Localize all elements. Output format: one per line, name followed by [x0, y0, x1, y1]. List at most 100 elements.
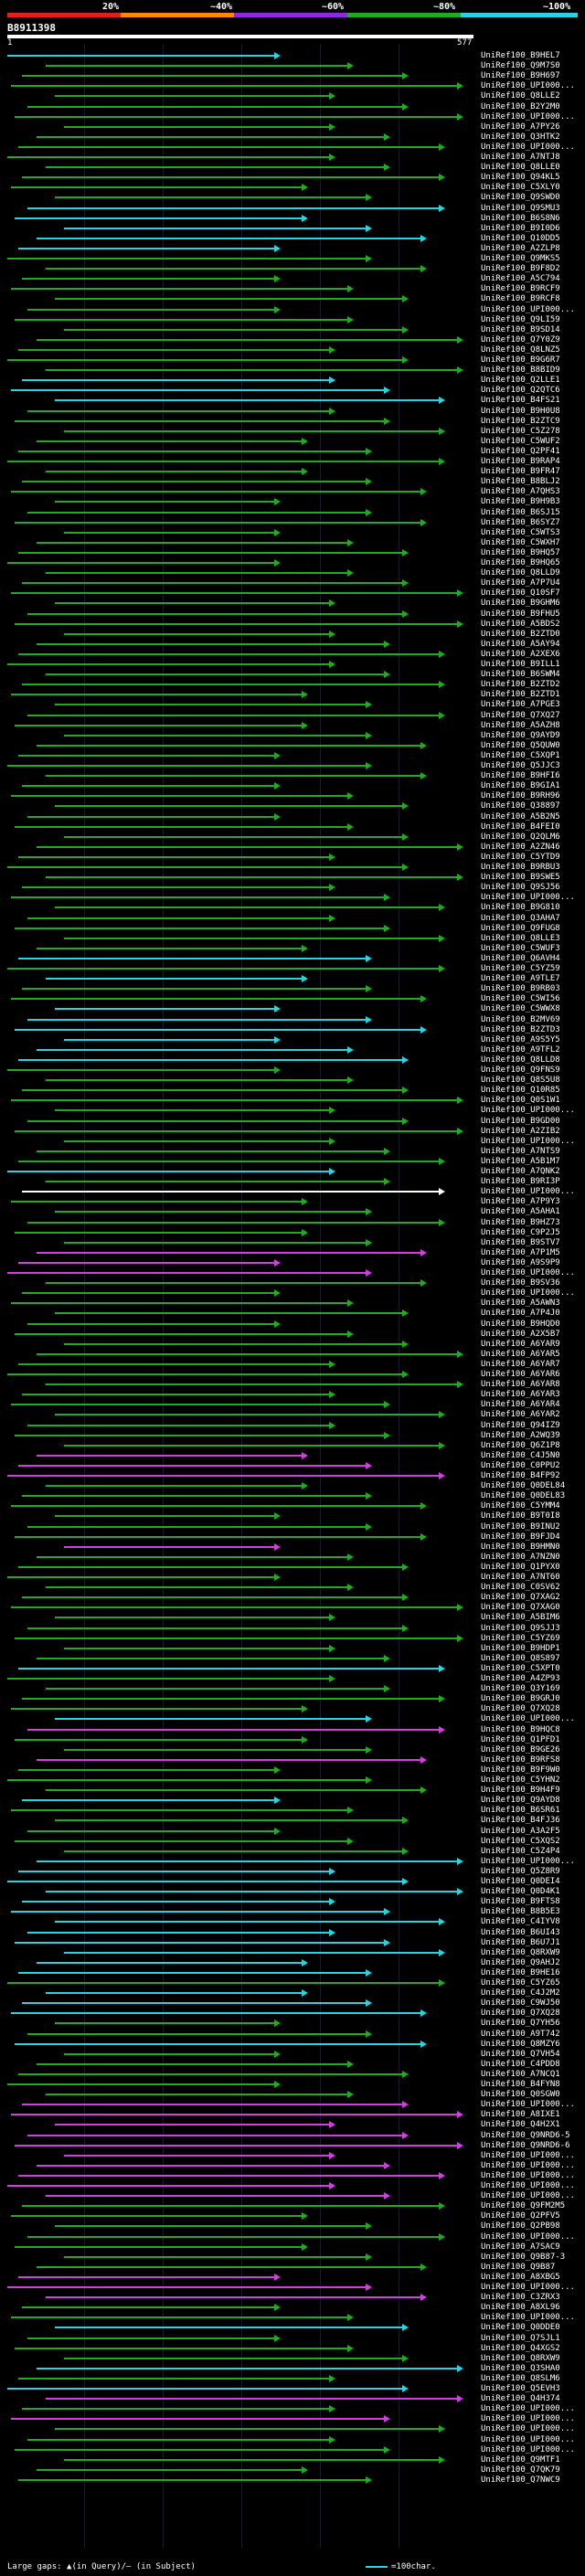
hit-label-link[interactable]: UniRef100_Q3Y169 [481, 1684, 560, 1694]
hit-label-link[interactable]: UniRef100_C4J5N0 [481, 1450, 560, 1460]
hit-label-link[interactable]: UniRef100_B9RI3P [481, 1177, 560, 1187]
hit-row[interactable]: UniRef100_A2X5B7 [0, 1330, 585, 1340]
hit-label-link[interactable]: UniRef100_Q9NRD6-5 [481, 2130, 570, 2140]
hit-label-link[interactable]: UniRef100_UPI000... [481, 893, 575, 903]
hit-label-link[interactable]: UniRef100_C5YZ65 [481, 1978, 560, 1988]
hit-label-link[interactable]: UniRef100_A7NTS9 [481, 1146, 560, 1156]
hit-row[interactable]: UniRef100_A5AHA1 [0, 1207, 585, 1217]
hit-row[interactable]: UniRef100_Q9SMU3 [0, 204, 585, 214]
hit-row[interactable]: UniRef100_A7PGE3 [0, 700, 585, 710]
hit-row[interactable]: UniRef100_Q5JJC3 [0, 761, 585, 771]
hit-row[interactable]: UniRef100_A7NTJ8 [0, 153, 585, 163]
hit-label-link[interactable]: UniRef100_UPI000... [481, 2434, 575, 2444]
hit-row[interactable]: UniRef100_A9S5Y5 [0, 1035, 585, 1045]
hit-label-link[interactable]: UniRef100_Q10DD5 [481, 233, 560, 243]
hit-row[interactable]: UniRef100_C5XPT0 [0, 1664, 585, 1674]
hit-row[interactable]: UniRef100_UPI000... [0, 2100, 585, 2110]
hit-row[interactable]: UniRef100_Q7XAG2 [0, 1593, 585, 1603]
hit-row[interactable]: UniRef100_C3ZRX3 [0, 2293, 585, 2303]
hit-label-link[interactable]: UniRef100_Q9AYD9 [481, 730, 560, 740]
hit-row[interactable]: UniRef100_B9HMN0 [0, 1542, 585, 1553]
hit-row[interactable]: UniRef100_Q8LLE3 [0, 934, 585, 944]
hit-label-link[interactable]: UniRef100_A6YAR9 [481, 1339, 560, 1349]
hit-row[interactable]: UniRef100_A7NCQ1 [0, 2070, 585, 2080]
hit-label-link[interactable]: UniRef100_Q7VH54 [481, 2049, 560, 2059]
hit-label-link[interactable]: UniRef100_B9HQ65 [481, 558, 560, 567]
hit-label-link[interactable]: UniRef100_UPI000... [481, 304, 575, 314]
hit-label-link[interactable]: UniRef100_Q2PB98 [481, 2221, 560, 2231]
hit-label-link[interactable]: UniRef100_UPI000... [481, 2313, 575, 2323]
hit-label-link[interactable]: UniRef100_B9GD00 [481, 1116, 560, 1126]
hit-label-link[interactable]: UniRef100_Q7XAG2 [481, 1593, 560, 1603]
hit-label-link[interactable]: UniRef100_Q7XQ28 [481, 2009, 560, 2019]
hit-row[interactable]: UniRef100_Q8LLE2 [0, 91, 585, 101]
hit-label-link[interactable]: UniRef100_C5YZ69 [481, 1633, 560, 1643]
hit-label-link[interactable]: UniRef100_A8IXE1 [481, 2110, 560, 2120]
hit-label-link[interactable]: UniRef100_A2XEX6 [481, 649, 560, 659]
hit-label-link[interactable]: UniRef100_Q8RXW9 [481, 2353, 560, 2363]
hit-row[interactable]: UniRef100_A7P9Y3 [0, 1197, 585, 1207]
hit-row[interactable]: UniRef100_Q94IZ9 [0, 1421, 585, 1431]
hit-row[interactable]: UniRef100_Q6Z1P8 [0, 1441, 585, 1451]
hit-label-link[interactable]: UniRef100_A2WQ39 [481, 1430, 560, 1440]
hit-row[interactable]: UniRef100_B4FS21 [0, 396, 585, 406]
hit-label-link[interactable]: UniRef100_A8XBG5 [481, 2272, 560, 2282]
hit-row[interactable]: UniRef100_UPI000... [0, 2232, 585, 2242]
hit-label-link[interactable]: UniRef100_UPI000... [481, 1856, 575, 1866]
hit-label-link[interactable]: UniRef100_Q9M7S0 [481, 61, 560, 71]
hit-row[interactable]: UniRef100_Q9M7S0 [0, 61, 585, 71]
hit-row[interactable]: UniRef100_B9STV7 [0, 1238, 585, 1248]
hit-row[interactable]: UniRef100_C5YZ69 [0, 1634, 585, 1644]
hit-row[interactable]: UniRef100_B9SD14 [0, 325, 585, 335]
hit-row[interactable]: UniRef100_Q7QK79 [0, 2465, 585, 2475]
hit-label-link[interactable]: UniRef100_C5YMM4 [481, 1501, 560, 1511]
hit-label-link[interactable]: UniRef100_A5BIM6 [481, 1613, 560, 1623]
hit-label-link[interactable]: UniRef100_C5XLY0 [481, 183, 560, 193]
hit-label-link[interactable]: UniRef100_A7P4J0 [481, 1309, 560, 1319]
hit-label-link[interactable]: UniRef100_B9HQC8 [481, 1724, 560, 1734]
hit-label-link[interactable]: UniRef100_B9FJD4 [481, 1532, 560, 1542]
hit-row[interactable]: UniRef100_B8B5E3 [0, 1907, 585, 1917]
hit-row[interactable]: UniRef100_Q2PF41 [0, 447, 585, 457]
hit-row[interactable]: UniRef100_B9HDP1 [0, 1644, 585, 1654]
hit-label-link[interactable]: UniRef100_B9HEL7 [481, 51, 560, 60]
hit-row[interactable]: UniRef100_A4ZP93 [0, 1674, 585, 1684]
hit-label-link[interactable]: UniRef100_A7P1M5 [481, 1247, 560, 1257]
hit-row[interactable]: UniRef100_UPI000... [0, 1137, 585, 1147]
hit-row[interactable]: UniRef100_B4FYN8 [0, 2080, 585, 2090]
hit-row[interactable]: UniRef100_A5BDS2 [0, 620, 585, 630]
hit-label-link[interactable]: UniRef100_A5BDS2 [481, 619, 560, 629]
hit-label-link[interactable]: UniRef100_B8BLJ2 [481, 477, 560, 487]
hit-label-link[interactable]: UniRef100_B9H4F9 [481, 1786, 560, 1796]
hit-label-link[interactable]: UniRef100_Q9SWD0 [481, 193, 560, 203]
hit-label-link[interactable]: UniRef100_Q7XQ28 [481, 1704, 560, 1714]
hit-row[interactable]: UniRef100_A6YAR4 [0, 1400, 585, 1410]
hit-label-link[interactable]: UniRef100_B9F8D2 [481, 264, 560, 274]
hit-label-link[interactable]: UniRef100_UPI000... [481, 142, 575, 152]
hit-label-link[interactable]: UniRef100_B9HQ57 [481, 547, 560, 557]
hit-row[interactable]: UniRef100_Q4H374 [0, 2394, 585, 2404]
hit-label-link[interactable]: UniRef100_A9T742 [481, 2029, 560, 2039]
hit-label-link[interactable]: UniRef100_Q2PFV5 [481, 2211, 560, 2221]
hit-row[interactable]: UniRef100_Q8LLE0 [0, 163, 585, 173]
hit-label-link[interactable]: UniRef100_Q0SGW0 [481, 2090, 560, 2100]
hit-label-link[interactable]: UniRef100_A5AZH8 [481, 720, 560, 730]
hit-row[interactable]: UniRef100_Q8S897 [0, 1654, 585, 1664]
hit-label-link[interactable]: UniRef100_C5WXH7 [481, 537, 560, 547]
hit-row[interactable]: UniRef100_UPI000... [0, 81, 585, 91]
hit-row[interactable]: UniRef100_A5B1M7 [0, 1157, 585, 1167]
hit-row[interactable]: UniRef100_B9ILL1 [0, 660, 585, 670]
hit-label-link[interactable]: UniRef100_Q1PFD1 [481, 1734, 560, 1744]
hit-label-link[interactable]: UniRef100_UPI000... [481, 2181, 575, 2190]
hit-label-link[interactable]: UniRef100_UPI000... [481, 111, 575, 122]
hit-row[interactable]: UniRef100_A5AWN3 [0, 1299, 585, 1309]
hit-label-link[interactable]: UniRef100_B4FEI0 [481, 822, 560, 832]
hit-label-link[interactable]: UniRef100_B4FP92 [481, 1471, 560, 1480]
hit-label-link[interactable]: UniRef100_A7NT60 [481, 1573, 560, 1582]
hit-label-link[interactable]: UniRef100_Q0DEL84 [481, 1481, 566, 1491]
hit-label-link[interactable]: UniRef100_Q0DEL83 [481, 1491, 566, 1501]
hit-label-link[interactable]: UniRef100_UPI000... [481, 2150, 575, 2160]
hit-row[interactable]: UniRef100_UPI000... [0, 2151, 585, 2161]
hit-label-link[interactable]: UniRef100_A4ZP93 [481, 1674, 560, 1683]
hit-row[interactable]: UniRef100_B6S8N6 [0, 214, 585, 224]
